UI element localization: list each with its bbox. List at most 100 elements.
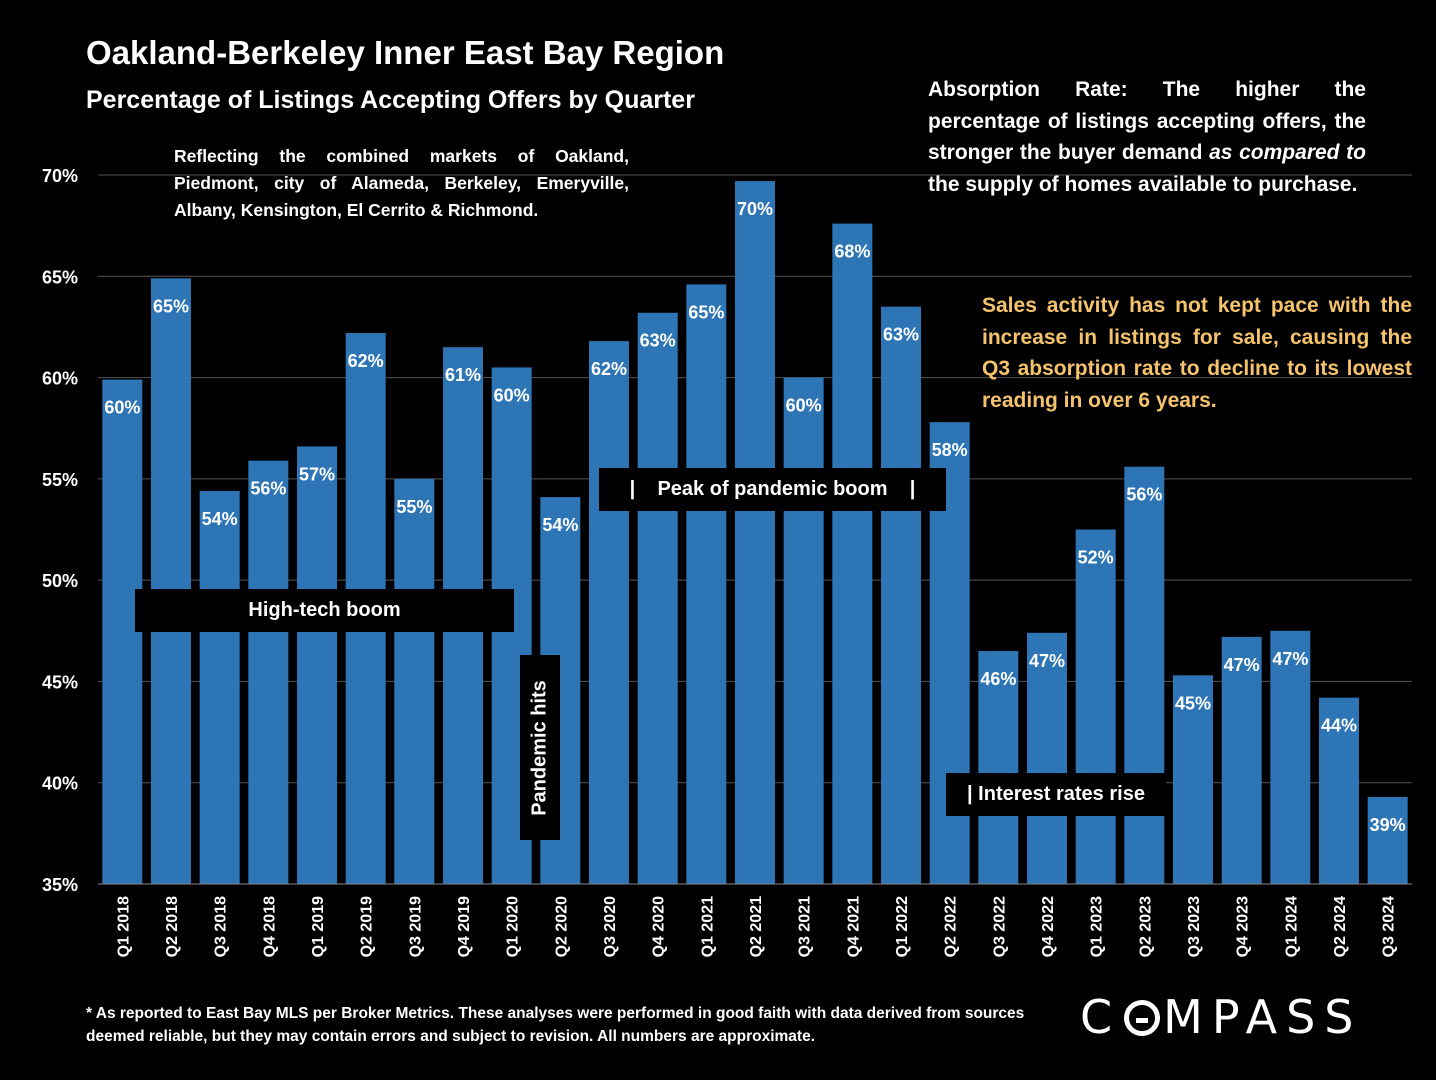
- chart-subtitle: Percentage of Listings Accepting Offers …: [86, 86, 695, 114]
- x-tick-label: Q4 2020: [651, 896, 668, 957]
- pandemic-hits-callout: Pandemic hits: [520, 655, 560, 840]
- x-tick-label: Q4 2018: [261, 896, 278, 957]
- absorption-definition: Absorption Rate: The higher the percenta…: [928, 74, 1366, 200]
- logo-o-mark: [1124, 1000, 1161, 1036]
- y-tick-label: 40%: [42, 774, 78, 794]
- y-tick-label: 70%: [42, 166, 78, 186]
- pandemic-hits-label: Pandemic hits: [528, 679, 551, 816]
- data-label: 57%: [299, 464, 335, 484]
- data-label: 63%: [883, 325, 919, 345]
- x-tick-label: Q1 2022: [894, 896, 911, 957]
- bar: [1221, 636, 1262, 884]
- bar: [1367, 796, 1408, 884]
- bar: [783, 377, 824, 884]
- y-tick-label: 45%: [42, 672, 78, 692]
- x-tick-label: Q2 2020: [553, 896, 570, 957]
- bar: [881, 306, 921, 885]
- data-label: 60%: [494, 385, 530, 405]
- data-label: 58%: [932, 440, 968, 460]
- bar: [832, 223, 873, 885]
- definition-emphasis: as compared to: [1209, 141, 1366, 164]
- bar: [1319, 697, 1359, 884]
- x-tick-label: Q2 2024: [1332, 896, 1349, 957]
- data-label: 39%: [1370, 815, 1406, 835]
- data-label: 46%: [980, 669, 1016, 689]
- bar: [589, 341, 629, 884]
- x-tick-label: Q3 2019: [407, 896, 424, 957]
- y-tick-label: 35%: [42, 875, 78, 895]
- compass-logo: C MPASS: [1080, 990, 1362, 1044]
- x-tick-label: Q4 2023: [1235, 896, 1252, 957]
- x-tick-label: Q2 2022: [943, 896, 960, 957]
- bar: [1027, 632, 1067, 884]
- footnote: * As reported to East Bay MLS per Broker…: [86, 1005, 1025, 1045]
- y-tick-label: 55%: [42, 470, 78, 490]
- x-tick-label: Q3 2024: [1381, 896, 1398, 957]
- bar: [1075, 529, 1116, 884]
- x-tick-label: Q1 2020: [505, 896, 522, 957]
- data-label: 62%: [591, 359, 627, 379]
- data-label: 52%: [1078, 548, 1114, 568]
- data-label: 47%: [1029, 651, 1065, 671]
- insight-note: Sales activity has not kept pace with th…: [982, 294, 1412, 412]
- x-tick-label: Q1 2019: [310, 896, 327, 957]
- y-tick-label: 50%: [42, 571, 78, 591]
- data-label: 70%: [737, 199, 773, 219]
- chart-title: Oakland-Berkeley Inner East Bay Region: [86, 34, 725, 71]
- x-tick-label: Q1 2021: [699, 896, 716, 957]
- data-label: 54%: [542, 515, 578, 535]
- bar: [297, 446, 337, 884]
- x-tick-label: Q4 2019: [456, 896, 473, 957]
- y-tick-label: 65%: [42, 267, 78, 287]
- x-tick-label: Q2 2021: [748, 896, 765, 957]
- y-tick-label: 60%: [42, 369, 78, 389]
- data-label: 56%: [1126, 485, 1162, 505]
- data-label: 60%: [104, 398, 140, 418]
- bar: [1124, 466, 1165, 884]
- data-label: 65%: [153, 296, 189, 316]
- data-label: 68%: [834, 242, 870, 262]
- data-label: 55%: [396, 497, 432, 517]
- data-label: 60%: [786, 396, 822, 416]
- data-label: 65%: [688, 302, 724, 322]
- x-tick-label: Q1 2023: [1089, 896, 1106, 957]
- bar: [1173, 675, 1213, 884]
- x-tick-label: Q2 2018: [164, 896, 181, 957]
- data-label: 56%: [250, 479, 286, 499]
- definition-text-1: Absorption Rate: The higher the percenta…: [928, 78, 1366, 164]
- markets-note: Reflecting the combined markets of Oakla…: [174, 146, 629, 220]
- bar: [978, 651, 1019, 884]
- bar: [1270, 630, 1311, 884]
- data-label: 47%: [1272, 649, 1308, 669]
- interest-rates-callout: | Interest rates rise: [946, 773, 1166, 816]
- logo-letters: MPASS: [1163, 990, 1363, 1044]
- high-tech-boom-callout: High-tech boom: [135, 589, 514, 632]
- x-tick-label: Q1 2018: [115, 896, 132, 957]
- data-label: 45%: [1175, 693, 1211, 713]
- bar: [199, 491, 240, 884]
- x-tick-label: Q3 2021: [797, 896, 814, 957]
- x-tick-label: Q4 2022: [1040, 896, 1057, 957]
- x-tick-label: Q2 2023: [1137, 896, 1154, 957]
- x-tick-label: Q3 2022: [991, 896, 1008, 957]
- x-tick-label: Q3 2020: [602, 896, 619, 957]
- data-label: 62%: [348, 351, 384, 371]
- data-label: 61%: [445, 365, 481, 385]
- data-label: 54%: [202, 509, 238, 529]
- bar: [394, 478, 435, 884]
- bar: [686, 284, 727, 885]
- logo-letter-c: C: [1080, 990, 1122, 1044]
- x-tick-label: Q1 2024: [1283, 896, 1300, 957]
- pandemic-peak-callout: | Peak of pandemic boom |: [599, 468, 946, 511]
- bar: [151, 278, 191, 885]
- data-label: 47%: [1224, 655, 1260, 675]
- x-tick-label: Q2 2019: [359, 896, 376, 957]
- x-tick-label: Q3 2023: [1186, 896, 1203, 957]
- definition-text-2: the supply of homes available to purchas…: [928, 172, 1358, 196]
- x-tick-label: Q4 2021: [845, 896, 862, 957]
- x-tick-label: Q3 2018: [213, 896, 230, 957]
- bar: [735, 181, 775, 884]
- bar: [248, 460, 289, 884]
- data-label: 44%: [1321, 716, 1357, 736]
- data-label: 63%: [640, 331, 676, 351]
